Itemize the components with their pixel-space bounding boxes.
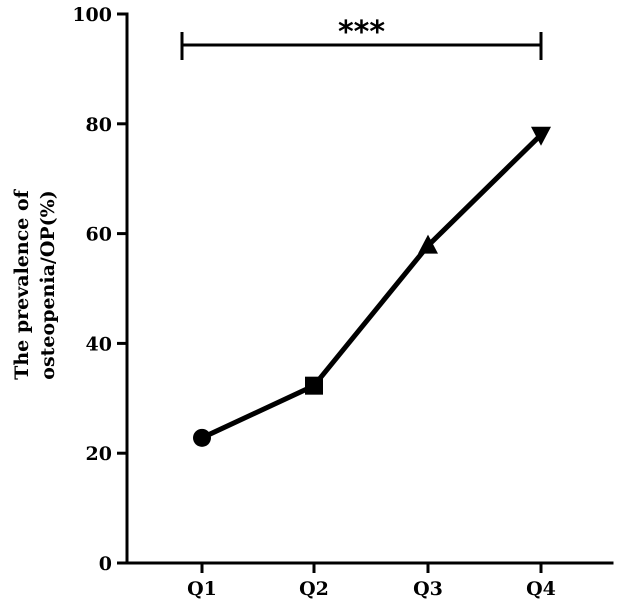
x-ticks: Q1 Q2 Q3 Q4	[187, 563, 556, 600]
y-tick-label: 40	[86, 333, 112, 355]
y-tick-label: 20	[86, 443, 112, 465]
y-axis-title-line-2: osteopenia/OP(%)	[37, 190, 59, 379]
data-point-marker	[305, 376, 323, 395]
y-ticks: 0 20 40 60 80 100	[72, 4, 127, 575]
data-point-marker	[418, 234, 438, 254]
y-tick-label: 80	[86, 114, 112, 136]
data-series	[193, 126, 551, 447]
y-axis-title-line-1: The prevalence of	[11, 188, 33, 379]
x-tick-label: Q2	[299, 578, 329, 600]
y-tick-label: 0	[99, 553, 112, 575]
axes	[125, 12, 614, 565]
x-tick-label: Q4	[526, 578, 556, 600]
y-tick-label: 100	[72, 4, 112, 26]
series-line	[200, 132, 543, 441]
x-tick-label: Q1	[187, 578, 217, 600]
significance-bracket: ***	[180, 15, 543, 60]
data-point-marker	[531, 126, 551, 146]
x-tick-label: Q3	[413, 578, 443, 600]
y-tick-label: 60	[86, 224, 112, 246]
data-point-marker	[193, 428, 211, 447]
significance-label: ***	[338, 15, 385, 50]
